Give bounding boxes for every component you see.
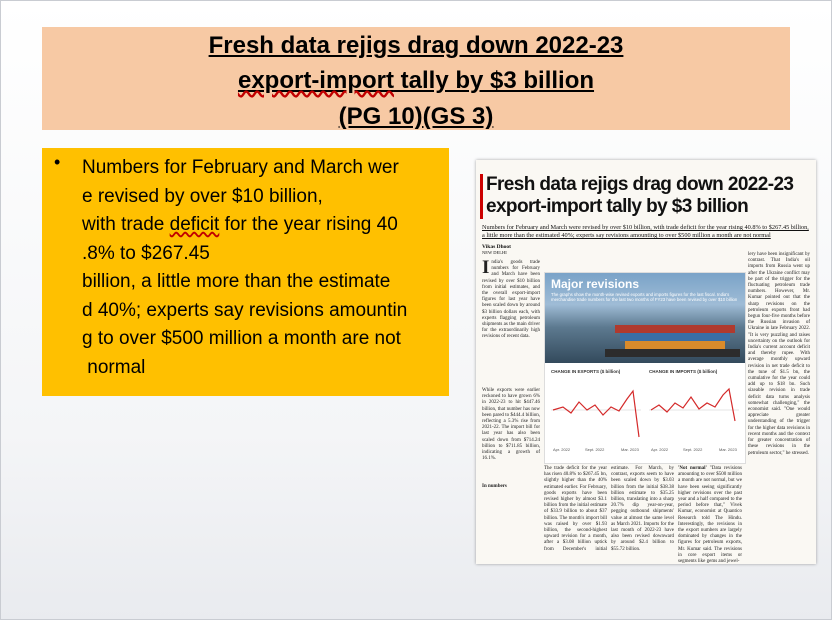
- infobox-description: The graphs show the month-wise revised e…: [551, 292, 738, 302]
- bullet-box: • Numbers for February and March wer e r…: [42, 148, 449, 396]
- clipping-byline: Vikas Dhoot NEW DELHI: [482, 244, 511, 255]
- column-1-text: ndia's goods trade numbers for February …: [482, 260, 540, 340]
- ship-hull: [605, 349, 740, 357]
- newspaper-clipping: Fresh data rejigs drag down 2022-23 expo…: [476, 160, 816, 564]
- clipping-column-4: 'Not normal' "Data revisions amounting t…: [678, 466, 742, 564]
- imports-chart: [649, 387, 739, 422]
- title-line-2-spellcheck: export-import: [237, 67, 394, 94]
- clipping-subhead: Numbers for February and March were revi…: [482, 224, 809, 239]
- bullet-text: Numbers for February and March wer e rev…: [82, 154, 444, 382]
- title-line-3: (PG 10)(GS 3): [338, 103, 494, 130]
- infobox-major-revisions: Major revisions The graphs show the mont…: [544, 272, 746, 464]
- column-4-heading: 'Not normal': [678, 466, 707, 471]
- clipping-column-5: lery have been insignificant by contrast…: [748, 252, 810, 456]
- container-row: [625, 341, 725, 349]
- container-row: [615, 325, 735, 333]
- exports-line: [552, 389, 640, 438]
- imports-chart-label: CHANGE IN IMPORTS ($ billion): [649, 369, 718, 374]
- bullet-text-deficit: deficit: [169, 214, 220, 235]
- infobox-title: Major revisions: [551, 277, 640, 291]
- exports-chart-label: CHANGE IN EXPORTS ($ billion): [551, 369, 621, 374]
- title-line-1: Fresh data rejigs drag down 2022-23: [208, 32, 624, 59]
- tick-apr-right: Apr. 2022: [651, 447, 669, 452]
- exports-chart: [551, 389, 641, 438]
- byline-name: Vikas Dhoot: [482, 244, 511, 250]
- container-row: [620, 333, 730, 341]
- title-line-2: export-import tally by $3 billion: [42, 67, 790, 95]
- clipping-column-2: While exports were earlier reckoned to h…: [482, 388, 540, 462]
- column-3-heading: In numbers: [482, 484, 507, 489]
- bullet-marker: •: [54, 152, 61, 172]
- tick-mar-right: Mar. 2023: [719, 447, 737, 452]
- clipping-headline-line-1: Fresh data rejigs drag down 2022-23: [486, 174, 794, 195]
- clipping-column-3a: In numbers: [482, 484, 540, 562]
- column-4-text: "Data revisions amounting to over $500 m…: [678, 466, 742, 564]
- tick-sept-right: Sept. 2022: [683, 447, 703, 452]
- headline-rule: [480, 174, 483, 219]
- title-line-2-rest: tally by $3 billion: [393, 67, 595, 94]
- imports-line: [650, 387, 736, 422]
- tick-apr-left: Apr. 2022: [553, 447, 571, 452]
- clipping-headline-line-2: export-import tally by $3 billion: [486, 196, 749, 217]
- container-ship-photo: [545, 273, 745, 363]
- drop-cap: I: [482, 257, 490, 278]
- bullet-text-part-2: for the year rising 40 .8% to $267.45 bi…: [82, 214, 408, 378]
- title-banner: Fresh data rejigs drag down 2022-23 expo…: [42, 27, 790, 130]
- byline-dateline: NEW DELHI: [482, 250, 507, 255]
- clipping-column-3: The trade deficit for the year has risen…: [544, 466, 674, 552]
- bullet-text-part-1: Numbers for February and March wer e rev…: [82, 157, 399, 235]
- clipping-headline: Fresh data rejigs drag down 2022-23 expo…: [480, 174, 812, 219]
- tick-sept-left: Sept. 2022: [585, 447, 605, 452]
- tick-mar-left: Mar. 2023: [621, 447, 639, 452]
